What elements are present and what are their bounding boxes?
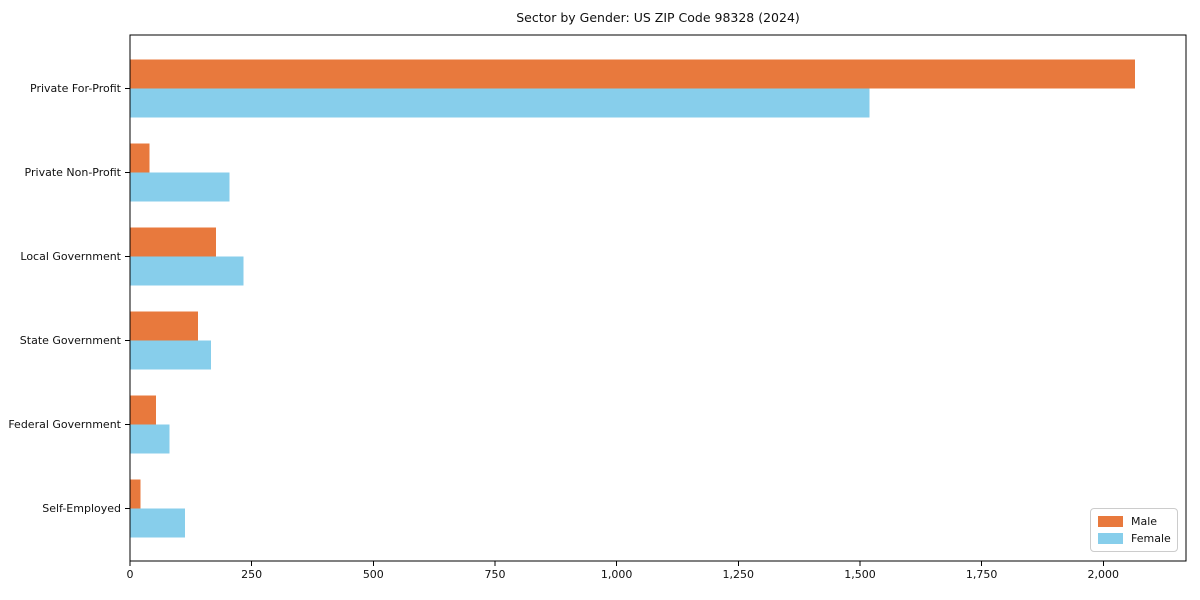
y-tick-label-state-government: State Government	[20, 334, 122, 347]
x-tick-label: 750	[484, 568, 505, 581]
y-tick-label-local-government: Local Government	[20, 250, 121, 263]
y-tick-label-private-for-profit: Private For-Profit	[30, 82, 122, 95]
legend-label-male: Male	[1131, 514, 1158, 528]
x-tick-label: 1,750	[966, 568, 998, 581]
bar-female-state-government	[130, 340, 211, 370]
male-series-swatch	[1098, 516, 1123, 527]
y-tick-label-federal-government: Federal Government	[8, 418, 121, 431]
x-tick-label: 1,250	[723, 568, 755, 581]
bar-male-federal-government	[130, 395, 156, 425]
x-tick-label: 500	[363, 568, 384, 581]
x-tick-label: 2,000	[1088, 568, 1120, 581]
chart-title: Sector by Gender: US ZIP Code 98328 (202…	[516, 10, 800, 25]
legend-entry-male: Male	[1098, 514, 1177, 528]
bar-male-state-government	[130, 311, 199, 341]
female-series-swatch	[1098, 533, 1123, 544]
bar-male-private-non-profit	[130, 143, 150, 173]
bar-female-private-for-profit	[130, 88, 870, 118]
bar-male-private-for-profit	[130, 59, 1135, 89]
legend-label-female: Female	[1131, 531, 1171, 545]
x-tick-label: 0	[127, 568, 134, 581]
x-tick-label: 250	[241, 568, 262, 581]
x-tick-label: 1,000	[601, 568, 633, 581]
bar-female-local-government	[130, 256, 244, 286]
bar-male-local-government	[130, 227, 217, 257]
y-tick-label-self-employed: Self-Employed	[42, 502, 121, 515]
plot-border	[129, 34, 1187, 562]
bar-female-self-employed	[130, 508, 185, 538]
y-tick-label-private-non-profit: Private Non-Profit	[25, 166, 122, 179]
bar-female-private-non-profit	[130, 172, 230, 202]
legend: Male Female	[1090, 508, 1178, 552]
legend-entry-female: Female	[1098, 531, 1177, 545]
bar-male-self-employed	[130, 479, 141, 509]
bar-female-federal-government	[130, 424, 170, 454]
x-tick-label: 1,500	[844, 568, 876, 581]
